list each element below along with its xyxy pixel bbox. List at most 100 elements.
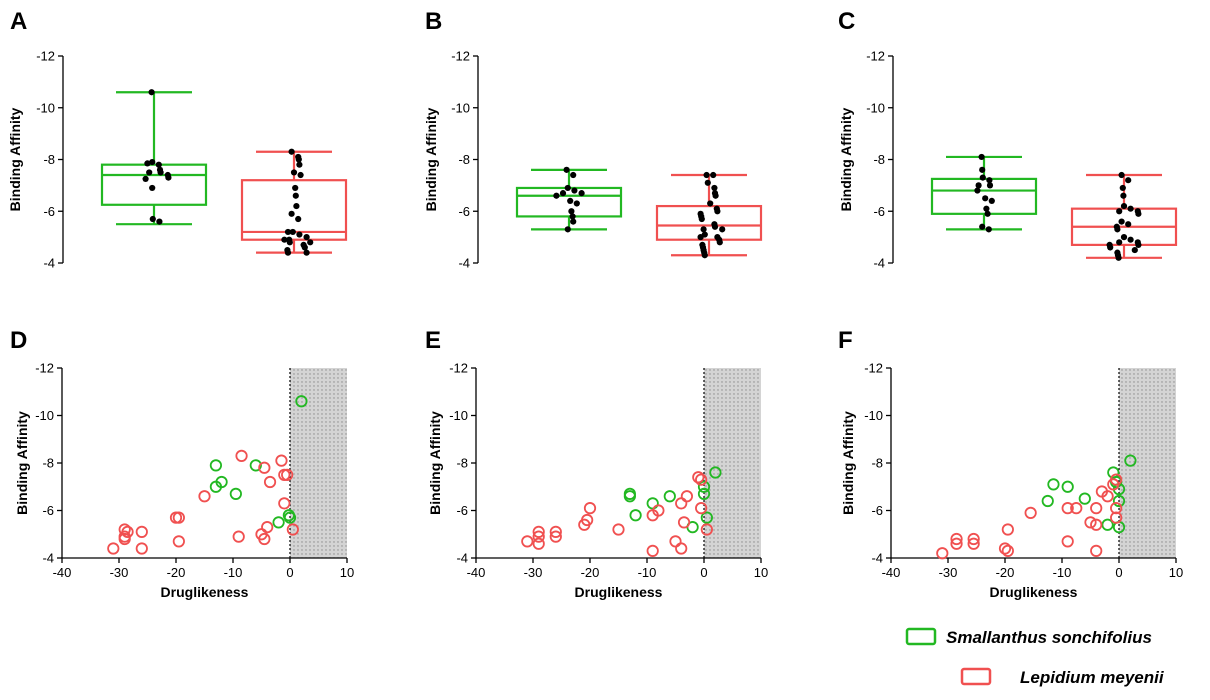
data-point — [974, 187, 981, 194]
y-tick-label: -4 — [456, 551, 468, 566]
data-point — [571, 187, 578, 194]
panel-label: F — [838, 327, 853, 354]
data-point — [716, 239, 723, 246]
data-point — [1124, 454, 1137, 467]
data-point — [707, 200, 714, 207]
data-point — [156, 218, 163, 225]
data-point — [1090, 518, 1103, 531]
data-point — [307, 239, 314, 246]
data-point — [1001, 544, 1014, 557]
data-point — [975, 182, 982, 189]
data-point — [284, 249, 292, 256]
x-tick-label: 10 — [340, 565, 354, 580]
data-point — [275, 454, 288, 467]
data-point — [1125, 177, 1132, 184]
data-point — [692, 471, 705, 484]
data-point — [967, 537, 980, 550]
data-point — [135, 542, 148, 555]
data-point — [288, 210, 295, 217]
data-point — [521, 535, 534, 548]
y-tick-label: -10 — [35, 408, 54, 423]
x-axis-label: Druglikeness — [990, 584, 1078, 600]
data-point — [1119, 184, 1126, 192]
data-point — [172, 535, 185, 548]
data-point — [1116, 239, 1123, 246]
data-point — [1110, 511, 1123, 524]
legend: Smallanthus sonchifolius Lepidium meyeni… — [905, 627, 1165, 687]
y-axis-label: Binding Affinity — [14, 411, 30, 515]
data-point — [209, 480, 222, 493]
data-point — [1120, 192, 1127, 199]
data-point — [229, 487, 242, 500]
data-point — [263, 475, 277, 489]
x-tick-label: -40 — [53, 565, 72, 580]
data-point — [165, 174, 172, 181]
legend-swatch-green — [905, 627, 937, 646]
x-tick-label: -40 — [467, 565, 486, 580]
data-point — [1061, 502, 1074, 515]
data-point — [249, 459, 262, 472]
x-tick-label: -30 — [524, 565, 543, 580]
data-point — [936, 547, 949, 560]
box-group-red — [240, 148, 348, 256]
data-point — [258, 532, 271, 546]
data-point — [295, 156, 302, 163]
y-tick-label: -8 — [871, 456, 883, 471]
y-tick-label: -10 — [866, 100, 885, 115]
data-point — [149, 215, 156, 223]
series-red — [107, 449, 299, 555]
box-panel-a: A -12 -10 -8 -6 -4 Binding Affinity — [7, 8, 348, 271]
data-point — [1110, 502, 1123, 515]
data-point — [303, 249, 310, 256]
data-point — [646, 544, 659, 557]
data-point — [1118, 218, 1125, 225]
druglike-shaded-region — [1119, 368, 1176, 558]
data-point — [950, 532, 963, 546]
data-point — [284, 228, 292, 236]
data-point — [1078, 492, 1091, 505]
y-axis-label: Binding Affinity — [423, 107, 439, 211]
data-point — [148, 89, 155, 96]
box-group-red — [1070, 171, 1178, 261]
data-point — [700, 523, 713, 536]
data-point — [984, 210, 991, 217]
series-green — [623, 466, 722, 534]
data-point — [982, 195, 989, 202]
box-panel-b: B -12 -10 -8 -6 -4 Binding Affinity — [423, 8, 763, 271]
data-point — [695, 473, 708, 486]
box-group-green — [930, 153, 1038, 233]
data-point — [1135, 241, 1142, 248]
data-point — [288, 148, 295, 155]
y-tick-label: -4 — [873, 256, 885, 271]
data-point — [1101, 490, 1114, 503]
data-point — [1112, 494, 1126, 508]
data-point — [1047, 478, 1060, 491]
data-point — [281, 236, 288, 243]
data-point — [155, 161, 162, 168]
x-tick-label: 0 — [700, 565, 707, 580]
data-point — [1024, 506, 1037, 519]
data-point — [697, 480, 711, 493]
data-point — [1090, 502, 1103, 515]
data-point — [711, 184, 718, 192]
data-point — [677, 516, 691, 529]
box-iqr — [100, 163, 208, 206]
data-point — [979, 223, 986, 230]
data-point — [675, 542, 688, 555]
data-point — [568, 208, 575, 215]
data-point — [297, 171, 304, 179]
data-point — [703, 171, 710, 179]
data-point — [301, 244, 308, 251]
y-axis-label: Binding Affinity — [427, 411, 443, 515]
data-point — [295, 215, 302, 223]
x-tick-label: -20 — [996, 565, 1015, 580]
data-point — [567, 197, 574, 204]
data-point — [950, 537, 963, 550]
data-point — [296, 231, 303, 238]
x-tick-label: -20 — [581, 565, 600, 580]
data-point — [700, 511, 713, 524]
box-group-green — [100, 89, 208, 226]
y-tick-label: -6 — [43, 204, 55, 219]
box-group-red — [655, 171, 763, 259]
y-tick-label: -12 — [451, 49, 470, 64]
